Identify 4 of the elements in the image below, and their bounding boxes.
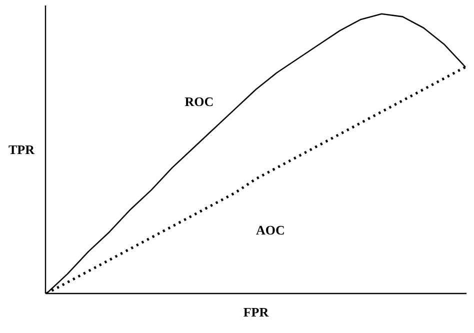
annotation: ROC <box>184 94 214 109</box>
y-axis-title: TPR <box>8 142 36 157</box>
x-axis-title: FPR <box>243 304 270 320</box>
annotation: AOC <box>256 222 285 238</box>
